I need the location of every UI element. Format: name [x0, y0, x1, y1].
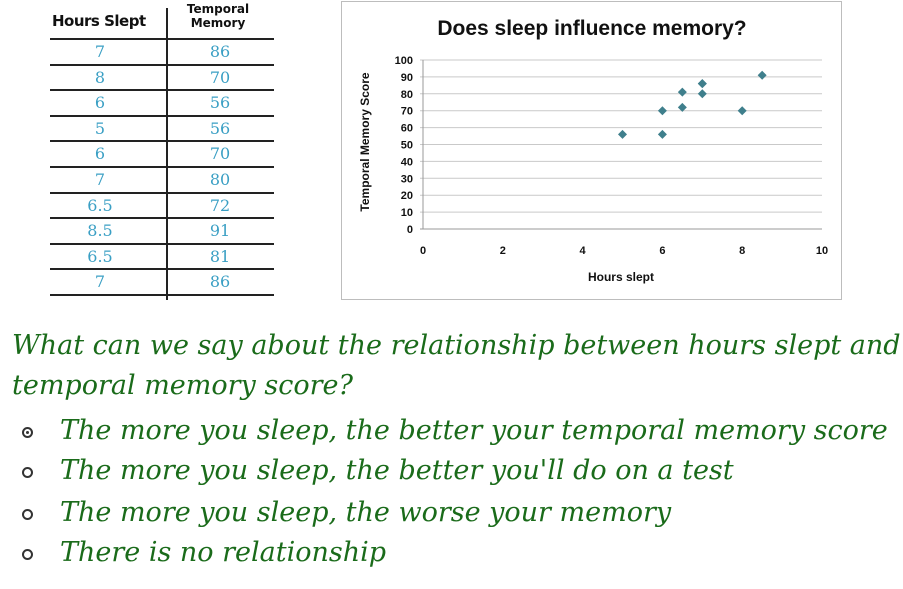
x-tick-label: 4 — [580, 245, 587, 257]
y-tick-label: 40 — [401, 156, 413, 168]
table-rule — [50, 217, 274, 220]
cell-hours: 8 — [94, 67, 106, 87]
radio-button[interactable] — [22, 467, 33, 478]
option-1-label[interactable]: The more you sleep, the better your temp… — [60, 415, 888, 446]
radio-button[interactable] — [22, 509, 33, 520]
option-2-label[interactable]: The more you sleep, the better you'll do… — [60, 455, 734, 486]
table-rule — [50, 166, 274, 168]
cell-hours: 6.5 — [87, 246, 113, 266]
y-axis-ticks: 0 10 20 30 40 50 60 70 80 90 100 — [395, 55, 413, 236]
table-rule — [50, 191, 274, 194]
data-point — [677, 87, 687, 97]
y-tick-label: 50 — [401, 140, 413, 152]
option-3-label[interactable]: The more you sleep, the worse your memor… — [60, 497, 672, 528]
chart-panel: Does sleep influence memory? 0 10 20 30 40 50… — [341, 1, 842, 300]
data-point — [737, 106, 747, 116]
y-tick-label: 80 — [401, 89, 413, 101]
x-tick-label: 8 — [739, 245, 745, 257]
cell-memory: 86 — [209, 42, 231, 61]
cell-memory: 81 — [209, 246, 231, 266]
table-rule — [50, 89, 274, 92]
y-tick-label: 60 — [401, 123, 413, 135]
radio-button-selected[interactable] — [22, 427, 33, 438]
data-point — [657, 106, 667, 116]
header-temporal-memory: Temporal Memory — [178, 2, 258, 30]
cell-hours: 5 — [94, 118, 106, 138]
x-axis-label: Hours slept — [588, 270, 654, 284]
question-text-line2: temporal memory score? — [12, 370, 353, 401]
data-table: Hours Slept Temporal Memory 7 86 8 70 6 56 5 56… — [0, 0, 290, 300]
cell-memory: 70 — [209, 144, 231, 164]
radio-button[interactable] — [22, 549, 33, 560]
header-temporal-line1: Temporal — [186, 2, 250, 16]
y-tick-label: 20 — [401, 190, 413, 202]
table-rule — [50, 114, 274, 117]
data-point — [657, 129, 667, 139]
y-axis-label: Temporal Memory Score — [358, 72, 372, 211]
cell-hours: 8.5 — [87, 221, 113, 241]
y-tick-label: 90 — [401, 72, 413, 84]
data-point — [697, 89, 707, 99]
cell-memory: 70 — [209, 67, 231, 87]
data-points — [618, 70, 767, 139]
cell-memory: 56 — [209, 118, 231, 138]
header-hours-slept: Hours Slept — [52, 12, 146, 30]
data-point — [677, 102, 687, 112]
table-rule — [50, 242, 274, 245]
cell-hours: 7 — [94, 272, 106, 292]
table-rule — [50, 63, 274, 66]
option-4-label[interactable]: There is no relationship — [60, 537, 387, 568]
header-temporal-line2: Memory — [190, 16, 246, 30]
scatter-chart: Does sleep influence memory? 01020304050… — [358, 17, 828, 284]
y-tick-label: 0 — [407, 224, 413, 236]
x-tick-label: 0 — [420, 245, 426, 257]
cell-hours: 7 — [94, 170, 106, 189]
table-rule — [50, 38, 274, 40]
cell-memory: 72 — [209, 195, 231, 215]
cell-memory: 86 — [209, 272, 231, 292]
table-rule — [50, 140, 274, 143]
cell-hours: 6.5 — [87, 195, 113, 215]
x-tick-label: 6 — [659, 245, 665, 257]
chart-title: Does sleep influence memory? — [437, 17, 746, 40]
cell-memory: 80 — [209, 170, 231, 189]
data-point — [757, 70, 767, 80]
y-tick-label: 100 — [395, 55, 413, 67]
table-divider — [166, 8, 168, 300]
y-tick-label: 70 — [401, 106, 413, 118]
x-tick-label: 10 — [816, 245, 828, 257]
table-rule — [50, 268, 274, 271]
question-text-line1: What can we say about the relationship b… — [12, 330, 901, 361]
data-point — [697, 79, 707, 89]
cell-hours: 6 — [94, 93, 106, 113]
data-point — [618, 129, 627, 139]
y-tick-label: 30 — [401, 173, 413, 185]
cell-memory: 56 — [209, 93, 231, 113]
x-axis-ticks: 0 2 4 6 8 10 — [420, 245, 828, 257]
table-rule — [50, 294, 274, 296]
y-tick-label: 10 — [401, 207, 413, 219]
cell-memory: 91 — [209, 221, 231, 241]
grid — [420, 59, 822, 230]
cell-hours: 6 — [94, 144, 106, 164]
cell-hours: 7 — [94, 42, 106, 61]
x-tick-label: 2 — [500, 245, 506, 257]
